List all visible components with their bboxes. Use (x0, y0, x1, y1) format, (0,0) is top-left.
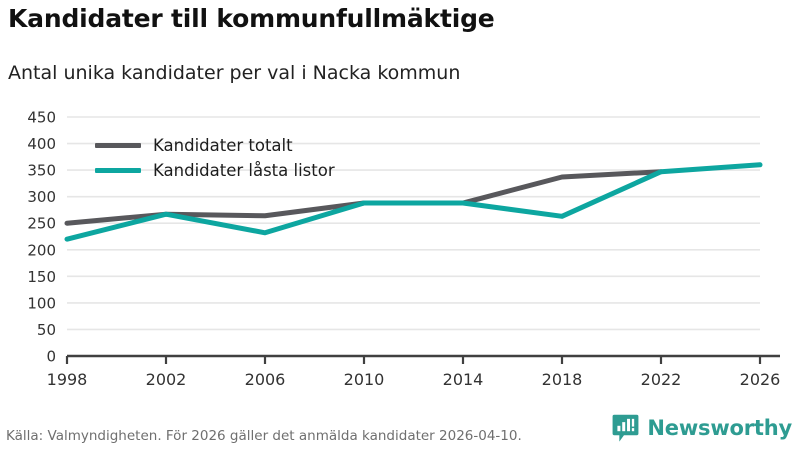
x-tick-label: 2014 (443, 370, 484, 389)
page-title: Kandidater till kommunfullmäktige (8, 4, 495, 33)
x-axis-tick-labels: 1998 2002 2006 2010 2014 2018 2022 2026 (47, 370, 781, 389)
bar-chart-speech-bubble-icon (612, 414, 639, 442)
series-lines-group (64, 162, 763, 242)
x-tick-label: 2002 (146, 370, 187, 389)
y-axis-tick-labels: 0 50 100 150 200 250 300 350 400 450 (27, 109, 56, 366)
y-tick-label: 100 (27, 294, 56, 312)
legend-label-locked: Kandidater låsta listor (153, 161, 335, 180)
x-axis-group (65, 354, 780, 364)
brand-logo[interactable]: Newsworthy (612, 413, 792, 443)
legend-item-total[interactable]: Kandidater totalt (95, 133, 335, 158)
y-tick-label: 450 (27, 109, 56, 127)
y-tick-label: 150 (27, 268, 56, 286)
y-tick-label: 350 (27, 162, 56, 180)
x-tick-label: 2026 (740, 370, 781, 389)
brand-name-label: Newsworthy (647, 416, 792, 440)
legend-label-total: Kandidater totalt (153, 136, 293, 155)
y-tick-label: 300 (27, 188, 56, 206)
chart-subtitle: Antal unika kandidater per val i Nacka k… (8, 62, 461, 84)
gridlines-group (67, 116, 760, 331)
x-tick-label: 2006 (245, 370, 286, 389)
y-tick-label: 0 (46, 348, 56, 366)
source-note: Källa: Valmyndigheten. För 2026 gäller d… (6, 428, 522, 444)
y-tick-label: 50 (37, 321, 56, 339)
x-tick-label: 1998 (47, 370, 88, 389)
x-tick-label: 2022 (641, 370, 682, 389)
x-tick-label: 2018 (542, 370, 583, 389)
legend-swatch-total (95, 143, 141, 148)
series-line-locked (64, 162, 763, 242)
y-tick-label: 250 (27, 215, 56, 233)
legend-item-locked[interactable]: Kandidater låsta listor (95, 158, 335, 183)
legend-swatch-locked (95, 168, 141, 173)
chart-legend: Kandidater totalt Kandidater låsta listo… (95, 133, 335, 183)
y-tick-label: 200 (27, 241, 56, 259)
y-tick-label: 400 (27, 135, 56, 153)
x-tick-label: 2010 (344, 370, 385, 389)
